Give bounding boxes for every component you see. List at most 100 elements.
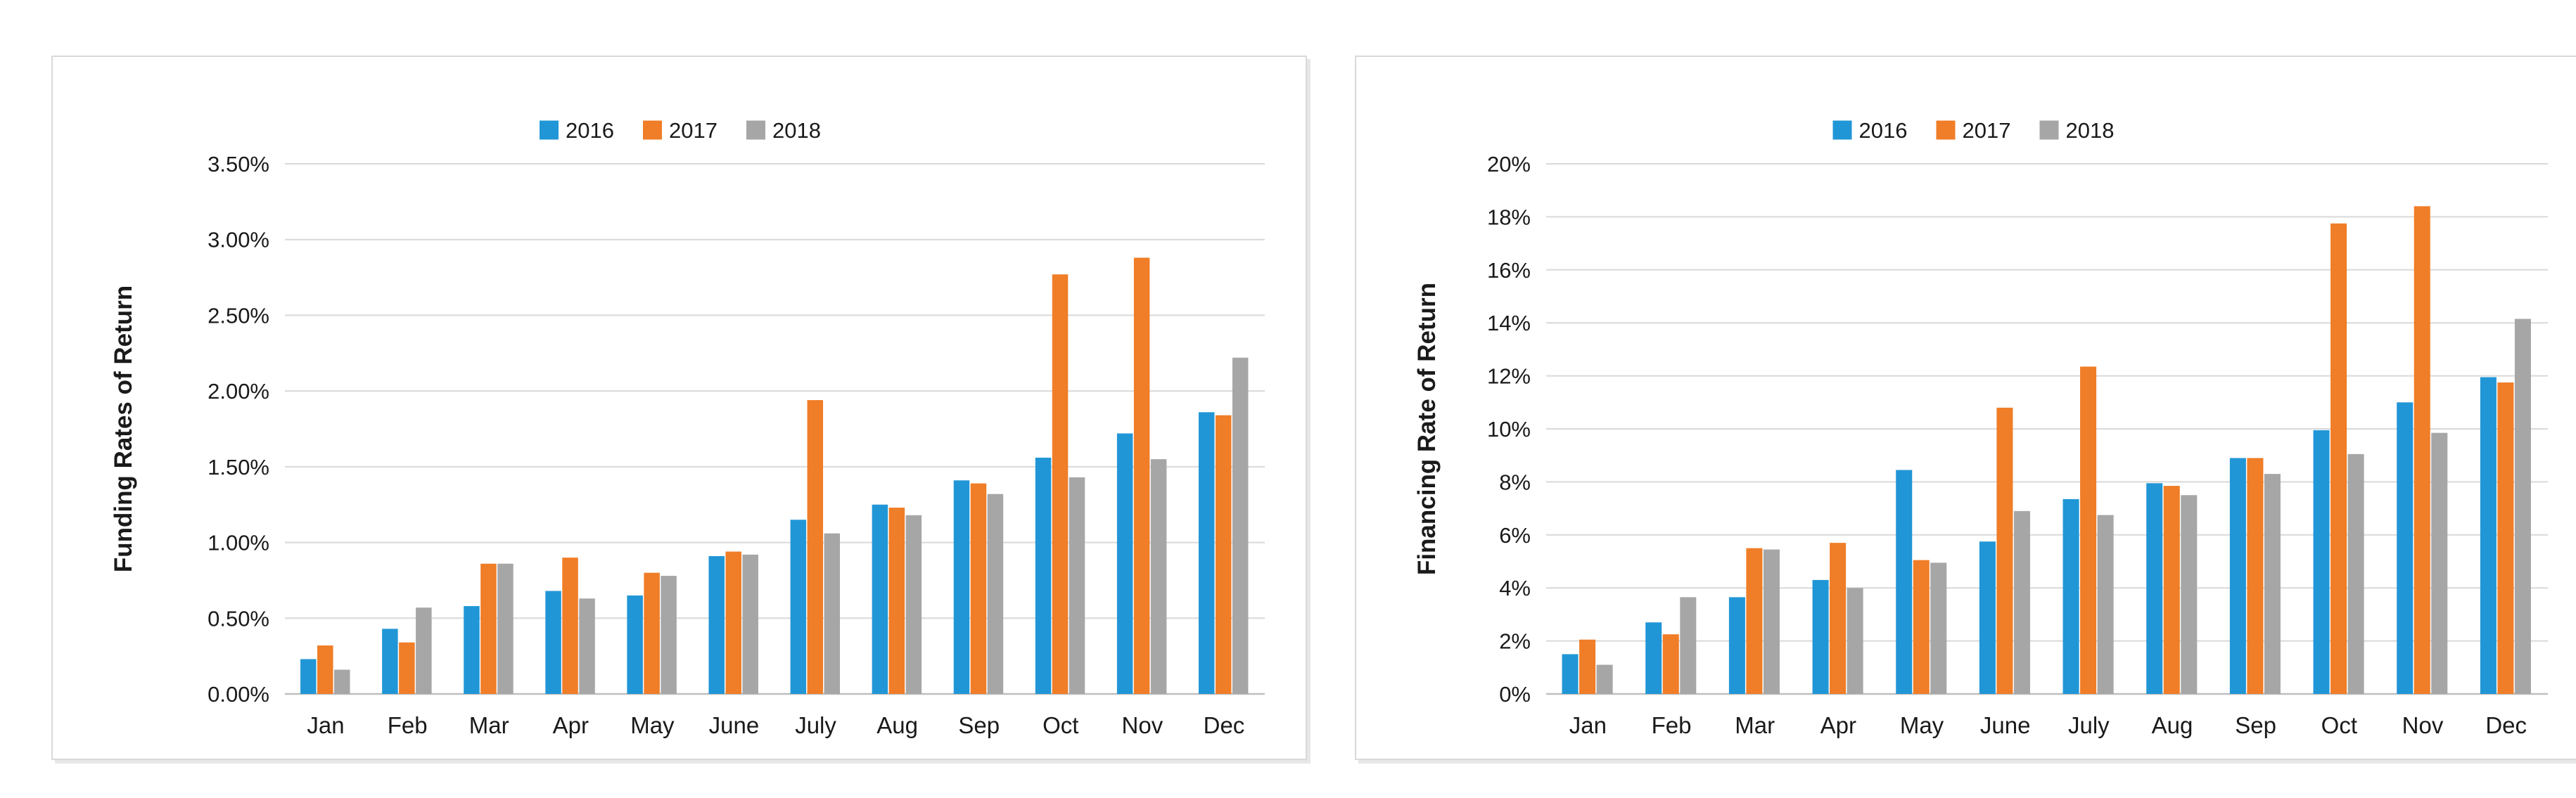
x-axis-label: Sep: [2235, 712, 2276, 738]
bar-2018-Mar: [497, 563, 514, 694]
bar-2016-Mar: [464, 606, 480, 694]
bar-2018-Sep: [987, 494, 1004, 694]
bar-2018-July: [824, 533, 841, 694]
bar-2016-Dec: [2480, 377, 2497, 694]
bar-2017-Oct: [2330, 223, 2347, 694]
bar-2018-Jan: [334, 669, 350, 694]
bar-2017-Mar: [1746, 548, 1763, 694]
y-tick-label: 3.00%: [208, 228, 269, 252]
legend-swatch-2017: [643, 120, 662, 140]
bar-2017-June: [1996, 407, 2013, 694]
y-axis-title: Financing Rate of Return: [1413, 283, 1441, 575]
x-axis-label: Feb: [388, 712, 428, 738]
y-tick-label: 3.50%: [208, 152, 269, 176]
bar-2017-May: [1913, 560, 1930, 694]
x-axis-label: Oct: [2321, 712, 2357, 738]
bar-2018-July: [2097, 515, 2114, 694]
bar-2017-Aug: [2163, 486, 2180, 694]
bar-2016-June: [1979, 541, 1996, 694]
y-tick-label: 2.50%: [208, 303, 269, 328]
x-axis-label: July: [795, 712, 836, 738]
bar-2017-May: [644, 572, 660, 694]
x-axis-label: Oct: [1042, 712, 1078, 738]
x-axis-label: July: [2068, 712, 2110, 738]
legend-swatch-2018: [2039, 120, 2059, 140]
x-axis-label: Mar: [469, 712, 509, 738]
x-axis-label: Mar: [1735, 712, 1775, 738]
bar-2016-May: [627, 595, 643, 694]
y-tick-label: 1.50%: [208, 455, 269, 480]
bar-2016-Dec: [1198, 412, 1215, 694]
bar-2017-Dec: [1215, 415, 1232, 694]
x-axis-label: June: [709, 712, 760, 738]
x-axis-label: Aug: [2152, 712, 2193, 738]
x-axis-label: June: [1980, 712, 2031, 738]
bar-2016-Sep: [953, 480, 970, 694]
bar-2018-May: [1930, 562, 1947, 694]
y-tick-label: 1.00%: [208, 531, 269, 555]
x-axis-label: Dec: [2485, 712, 2527, 738]
bar-2017-Dec: [2497, 382, 2514, 694]
y-tick-label: 12%: [1487, 364, 1531, 389]
y-tick-label: 18%: [1487, 205, 1531, 229]
x-axis-label: Nov: [1122, 712, 1163, 738]
x-axis-label: Jan: [307, 712, 344, 738]
funding-rates-chart-panel: 0.00% 0.50% 1.00% 1.50% 2.00% 2.50% 3.00% 3.50%…: [51, 56, 1307, 760]
bar-2018-Feb: [416, 607, 432, 694]
legend-label-2016: 2016: [566, 118, 614, 143]
legend-label-2018: 2018: [772, 118, 821, 143]
legend-label-2018: 2018: [2066, 118, 2115, 143]
bar-2017-Oct: [1052, 274, 1069, 695]
bar-2016-Mar: [1728, 597, 1745, 694]
bar-2017-July: [2080, 366, 2097, 694]
bar-2018-June: [742, 554, 758, 694]
bar-2018-Dec: [1232, 357, 1249, 694]
bar-2016-Feb: [382, 629, 398, 694]
y-tick-label: 0%: [1499, 682, 1531, 707]
x-axis-label: May: [1900, 712, 1944, 738]
y-tick-label: 14%: [1487, 311, 1531, 335]
bar-2018-Aug: [905, 515, 922, 694]
bar-2016-Sep: [2229, 458, 2246, 694]
bar-2018-Apr: [579, 598, 595, 694]
y-tick-label: 16%: [1487, 258, 1531, 283]
bar-2018-Nov: [1150, 459, 1167, 694]
bar-2016-Apr: [1812, 579, 1829, 694]
bar-2016-Feb: [1645, 622, 1662, 694]
bar-2016-Apr: [545, 591, 561, 694]
bar-2017-Sep: [2247, 458, 2264, 694]
y-tick-label: 2.00%: [208, 379, 269, 404]
legend-label-2017: 2017: [669, 118, 718, 143]
x-axis-label: Nov: [2402, 712, 2444, 738]
bar-2018-Jan: [1596, 664, 1613, 694]
legend-swatch-2016: [540, 120, 559, 140]
bar-2018-Nov: [2431, 432, 2448, 694]
legend-swatch-2018: [746, 120, 765, 140]
bar-2016-May: [1896, 470, 1913, 694]
bar-2017-Apr: [1830, 543, 1847, 694]
legend-label-2016: 2016: [1859, 118, 1908, 143]
bar-2017-Nov: [1133, 257, 1150, 695]
bar-2018-Oct: [1069, 477, 1085, 694]
bar-2018-Apr: [1847, 588, 1863, 694]
bar-2017-Nov: [2414, 206, 2430, 694]
bar-2017-Apr: [562, 558, 578, 694]
bar-2016-June: [708, 555, 725, 694]
bar-2018-Aug: [2181, 495, 2198, 694]
bar-2018-Sep: [2264, 474, 2281, 694]
bar-2018-June: [2013, 510, 2030, 694]
bar-2016-July: [2062, 498, 2079, 694]
bar-2017-Sep: [970, 483, 987, 694]
bar-2017-Jan: [1579, 639, 1596, 694]
x-axis-label: May: [630, 712, 675, 738]
bar-2018-Dec: [2514, 318, 2531, 694]
bar-2017-Jan: [317, 645, 333, 694]
funding-rates-chart-canvas: 0.00% 0.50% 1.00% 1.50% 2.00% 2.50% 3.00% 3.50%…: [110, 118, 1265, 738]
x-axis-label: Apr: [1821, 712, 1856, 738]
bar-2016-Aug: [2146, 483, 2163, 694]
bar-2017-July: [807, 400, 824, 694]
bar-2016-Aug: [872, 504, 888, 694]
x-axis-label: Sep: [958, 712, 1000, 738]
y-axis-title: Funding Rates of Return: [110, 285, 137, 572]
financing-rate-chart-canvas: 0% 2% 4% 6% 8% 10% 12% 14% 16% 18% 20% Jan Feb Mar Apr…: [1413, 118, 2548, 738]
